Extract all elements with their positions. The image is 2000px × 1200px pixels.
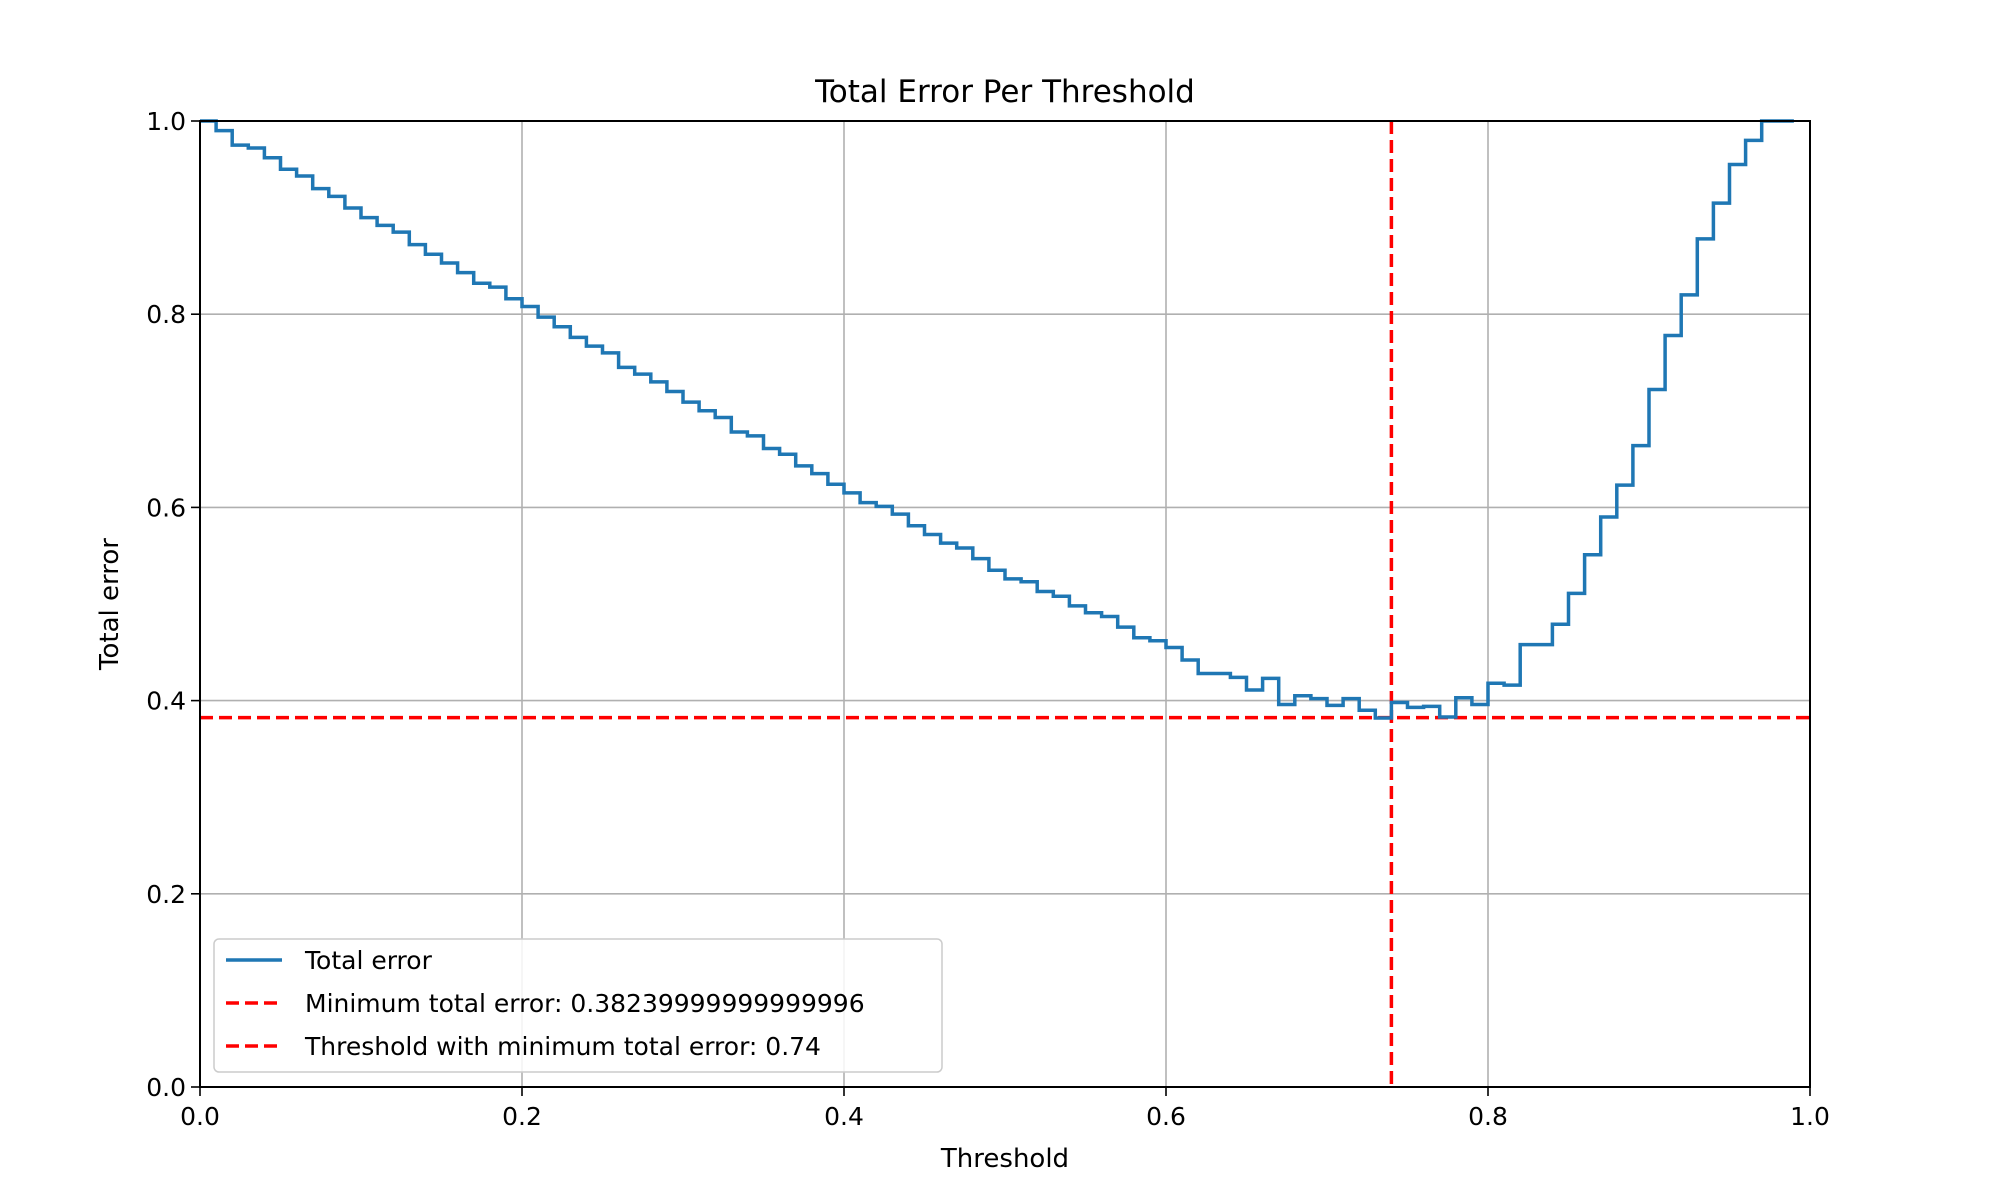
x-axis-ticks: 0.0 0.2 0.4 0.6 0.8 1.0 [180, 1087, 1830, 1131]
x-tick-label: 0.8 [1468, 1102, 1508, 1131]
chart-title: Total Error Per Threshold [814, 74, 1195, 110]
y-tick-label: 0.4 [146, 687, 186, 716]
plot-frame [199, 120, 1811, 1088]
x-axis-label: Threshold [940, 1144, 1069, 1174]
series-layer [200, 119, 1794, 720]
legend-label-total-error: Total error [304, 946, 433, 975]
legend-label-minimum-total-error: Minimum total error: 0.38239999999999996 [305, 989, 865, 1018]
legend: Total error Minimum total error: 0.38239… [213, 938, 943, 1073]
y-tick-label: 0.8 [146, 300, 186, 329]
reference-lines [200, 121, 1810, 1087]
y-tick-label: 1.0 [146, 107, 186, 136]
y-tick-label: 0.2 [146, 880, 186, 909]
x-tick-label: 0.0 [180, 1102, 220, 1131]
legend-label-threshold-minimum: Threshold with minimum total error: 0.74 [304, 1032, 821, 1061]
y-tick-label: 0.0 [146, 1073, 186, 1102]
series-line-total-error [200, 119, 1794, 720]
x-tick-label: 1.0 [1790, 1102, 1830, 1131]
legend-box [213, 938, 943, 1073]
y-axis-label: Total error [95, 538, 125, 671]
x-tick-label: 0.4 [824, 1102, 864, 1131]
x-tick-label: 0.2 [502, 1102, 542, 1131]
y-axis-ticks: 0.0 0.2 0.4 0.6 0.8 1.0 [146, 107, 200, 1102]
y-tick-label: 0.6 [146, 493, 186, 522]
x-tick-label: 0.6 [1146, 1102, 1186, 1131]
